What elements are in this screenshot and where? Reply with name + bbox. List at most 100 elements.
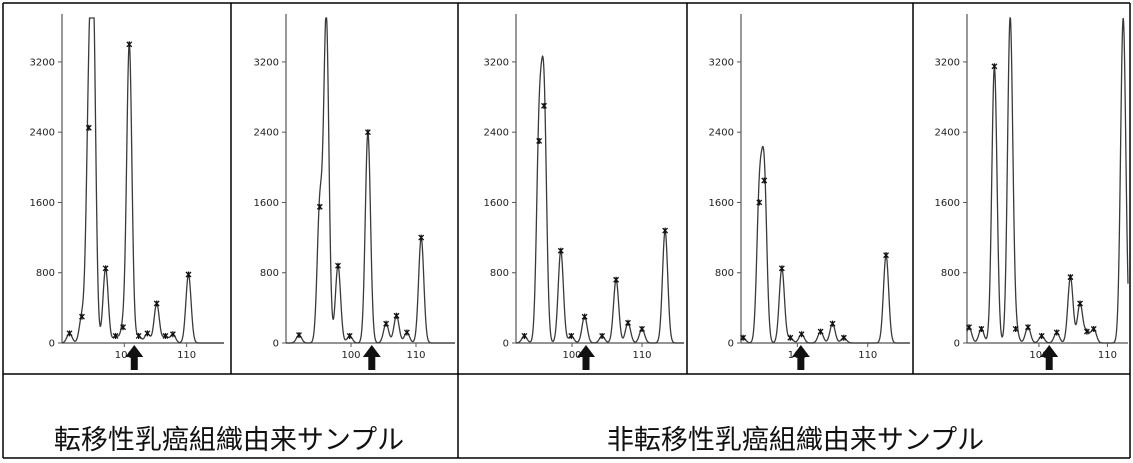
peak-marker — [840, 334, 847, 341]
chart-panel-3: 0 800 1600 2400 3200 100 110 — [484, 14, 684, 370]
peak-marker — [756, 199, 763, 206]
y-tick-label: 800 — [36, 268, 55, 279]
peak-marker — [1025, 324, 1031, 331]
peak-marker-star — [966, 324, 973, 331]
peak-marker — [1067, 274, 1074, 281]
peak-marker-star — [978, 325, 985, 332]
peak-marker — [817, 328, 824, 335]
y-tick-label: 800 — [715, 268, 734, 279]
x-tick-label: 110 — [858, 350, 877, 361]
y-tick-label: 1600 — [254, 198, 279, 209]
y-tick-label: 0 — [503, 339, 509, 350]
peak-marker-star — [418, 234, 425, 241]
peak-marker-star — [335, 262, 341, 269]
y-tick-label: 2400 — [484, 128, 509, 139]
peak-marker-star — [1077, 300, 1083, 307]
peak-marker — [383, 320, 390, 327]
trace-line — [966, 16, 1129, 344]
peak-marker — [639, 325, 645, 332]
y-tick-label: 3200 — [254, 57, 279, 68]
peak-marker-star — [639, 325, 645, 332]
peak-marker-star — [740, 334, 747, 341]
peak-marker-star — [541, 102, 547, 109]
peak-marker-star — [85, 124, 92, 131]
peak-marker — [403, 329, 410, 336]
y-tick-label: 1600 — [935, 198, 960, 209]
peak-marker — [126, 41, 133, 48]
y-tick-label: 1600 — [484, 198, 509, 209]
peak-marker-star — [112, 332, 119, 339]
arrow-marker — [362, 345, 381, 370]
peak-marker — [346, 332, 353, 339]
chart-panel-1: 0 800 1600 2400 3200 100 110 — [30, 14, 224, 370]
peak-marker-star — [1038, 332, 1045, 339]
peak-marker — [144, 330, 151, 337]
peak-marker — [787, 334, 794, 341]
trace-line — [286, 17, 455, 344]
arrow-marker — [1040, 345, 1059, 370]
peak-marker-star — [883, 252, 890, 259]
peak-marker — [557, 247, 564, 254]
peak-marker-star — [840, 334, 847, 341]
chart-panel-5: 0 800 1600 2400 3200 100 110 — [935, 14, 1129, 370]
peak-marker-star — [817, 328, 824, 335]
peak-marker-star — [829, 320, 836, 327]
y-tick-label: 800 — [490, 268, 509, 279]
peak-marker-star — [798, 331, 805, 338]
peak-marker-star — [296, 332, 302, 339]
peak-marker — [85, 124, 92, 131]
peak-marker — [316, 203, 323, 210]
peak-marker — [625, 319, 631, 326]
peak-marker-star — [521, 332, 528, 339]
x-tick-label: 100 — [341, 350, 360, 361]
peak-marker-star — [1012, 325, 1019, 332]
peak-marker — [153, 300, 160, 307]
peak-marker — [185, 271, 192, 278]
peak-marker-star — [364, 129, 371, 136]
peak-marker — [761, 177, 768, 184]
peak-marker — [335, 262, 341, 269]
peak-marker — [991, 63, 998, 70]
arrow-marker — [577, 345, 595, 370]
peak-marker — [521, 332, 528, 339]
x-tick-label: 110 — [632, 350, 651, 361]
peak-marker — [798, 331, 805, 338]
peak-marker-star — [403, 329, 410, 336]
peak-marker-star — [536, 137, 543, 144]
caption-metastatic: 転移性乳癌組織由来サンプル — [53, 425, 405, 456]
peak-marker — [135, 332, 142, 339]
y-tick-label: 800 — [941, 268, 960, 279]
peak-marker-star — [778, 265, 785, 272]
x-tick-label: 100 — [562, 350, 581, 361]
peak-marker — [829, 320, 836, 327]
peak-marker — [613, 276, 620, 283]
peak-marker — [393, 312, 400, 319]
y-tick-label: 2400 — [709, 128, 734, 139]
x-tick-label: 100 — [115, 350, 134, 361]
peak-marker — [568, 332, 575, 339]
peak-marker — [581, 313, 588, 320]
y-tick-label: 2400 — [935, 128, 960, 139]
peak-marker-star — [169, 331, 176, 338]
peak-marker — [966, 324, 973, 331]
y-tick-label: 3200 — [935, 57, 960, 68]
y-tick-label: 0 — [954, 339, 960, 350]
peak-marker-star — [1053, 329, 1060, 336]
peak-marker — [541, 102, 547, 109]
x-tick-label: 110 — [1098, 350, 1117, 361]
peak-marker-star — [162, 332, 169, 339]
peak-marker-star — [383, 320, 390, 327]
trace-line — [61, 17, 224, 344]
peak-marker — [112, 332, 119, 339]
peak-marker — [1053, 329, 1060, 336]
peak-marker-star — [185, 271, 192, 278]
peak-marker — [778, 265, 785, 272]
trace-line — [740, 145, 910, 344]
peak-marker-star — [144, 330, 151, 337]
peak-marker — [536, 137, 543, 144]
caption-non-metastatic: 非転移性乳癌組織由来サンプル — [606, 425, 985, 456]
peak-marker — [599, 332, 606, 339]
peak-marker — [1012, 325, 1019, 332]
